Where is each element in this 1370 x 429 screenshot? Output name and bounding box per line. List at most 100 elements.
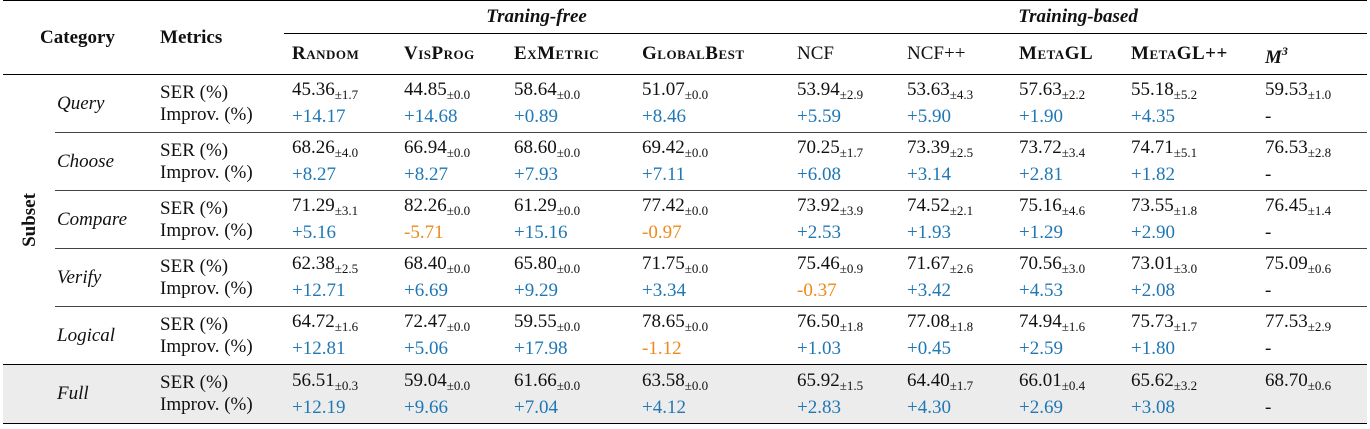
- ser-std: ±4.3: [949, 87, 974, 102]
- ser-value: 63.58±0.0: [642, 370, 789, 397]
- improvement-value: +4.35: [1131, 106, 1175, 127]
- ser-std: ±2.6: [949, 261, 974, 276]
- column-header-ncf: NCF: [789, 33, 900, 75]
- ser-std: ±1.8: [949, 319, 974, 334]
- ser-value: 59.04±0.0: [404, 370, 506, 397]
- group-label-training-based: Training-based: [1018, 6, 1138, 27]
- improvement-value: -1.12: [642, 338, 682, 359]
- row-0-cell-2: 58.64±0.0 +0.89: [506, 75, 634, 133]
- ser-value: 55.18±5.2: [1131, 79, 1257, 106]
- ser-mean: 59.55: [514, 311, 557, 332]
- ser-mean: 63.58: [642, 369, 685, 391]
- ser-value: 68.70±0.6: [1265, 370, 1367, 397]
- ser-std: ±0.0: [684, 145, 709, 160]
- ser-std: ±0.0: [684, 377, 709, 393]
- ser-std: ±1.7: [1173, 319, 1198, 334]
- ser-value: 71.29±3.1: [292, 195, 396, 222]
- ser-value: 68.26±4.0: [292, 137, 396, 164]
- improvement-value: -: [1265, 164, 1272, 185]
- column-header-m3: M3: [1257, 33, 1368, 75]
- ser-mean: 71.67: [907, 253, 950, 274]
- ser-value: 61.66±0.0: [514, 370, 634, 397]
- row-4-cell-5: 77.08±1.8 +0.45: [899, 306, 1012, 365]
- ser-mean: 75.46: [797, 253, 840, 274]
- ser-mean: 74.94: [1019, 311, 1062, 332]
- ser-std: ±3.1: [334, 203, 359, 218]
- ser-value: 58.64±0.0: [514, 79, 634, 106]
- row-1-cell-3: 69.42±0.0 +7.11: [634, 132, 790, 191]
- ser-value: 68.60±0.0: [514, 137, 634, 164]
- metrics-header: Metrics: [160, 26, 223, 48]
- ser-value: 62.38±2.5: [292, 253, 396, 280]
- ser-value: 65.92±1.5: [797, 370, 899, 397]
- ser-value: 71.67±2.6: [907, 253, 1011, 280]
- ser-std: ±0.0: [446, 87, 471, 102]
- full-cell-8: 68.70±0.6-: [1257, 364, 1368, 424]
- ser-mean: 82.26: [404, 195, 447, 216]
- ser-std: ±5.1: [1173, 145, 1198, 160]
- ser-value: 73.01±3.0: [1131, 253, 1257, 280]
- m3-label: M3: [1265, 43, 1288, 68]
- full-cell-4: 65.92±1.5 +2.83: [789, 364, 900, 424]
- ser-mean: 72.47: [404, 311, 447, 332]
- improvement-value: +0.89: [514, 106, 558, 127]
- improvement-value: +5.90: [907, 106, 951, 127]
- improvement-value: +7.93: [514, 164, 558, 185]
- row-1-cell-5: 73.39±2.5 +3.14: [899, 132, 1012, 191]
- metric-label-ser: SER (%): [160, 255, 229, 277]
- ser-std: ±0.0: [684, 87, 709, 102]
- improvement-value: +6.08: [797, 164, 841, 185]
- column-header-metagl-plus: MetaGL++: [1123, 33, 1258, 75]
- ser-std: ±5.2: [1173, 87, 1198, 102]
- ser-value: 64.72±1.6: [292, 311, 396, 338]
- ser-std: ±0.0: [556, 377, 581, 393]
- ser-std: ±0.0: [446, 203, 471, 218]
- ser-value: 73.72±3.4: [1019, 137, 1123, 164]
- improvement-value: +0.45: [907, 338, 951, 359]
- improvement-value: +9.29: [514, 280, 558, 301]
- ser-std: ±0.0: [556, 261, 581, 276]
- improvement-value: +3.42: [907, 280, 951, 301]
- task-name: Query: [57, 92, 105, 114]
- full-cell-0: 56.51±0.3 +12.19: [284, 364, 397, 424]
- table-row: Verify SER (%) Improv. (%) 62.38±2.5 +12.71 6…: [3, 248, 1368, 307]
- ser-value: 65.62±3.2: [1131, 370, 1257, 397]
- metric-labels: SER (%) Improv. (%): [152, 75, 284, 133]
- ser-mean: 71.75: [642, 253, 685, 274]
- improvement-value: +1.03: [797, 338, 841, 359]
- metric-labels: SER (%) Improv. (%): [152, 190, 285, 249]
- ser-mean: 59.53: [1265, 79, 1308, 100]
- ser-mean: 58.64: [514, 79, 557, 100]
- ser-value: 75.09±0.6: [1265, 253, 1367, 280]
- ser-std: ±2.8: [1307, 145, 1332, 160]
- group-header-training-based: Training-based: [789, 1, 1367, 34]
- row-2-cell-1: 82.26±0.0 -5.71: [396, 190, 507, 249]
- ser-value: 57.63±2.2: [1019, 79, 1123, 106]
- ser-std: ±2.5: [949, 145, 974, 160]
- ser-mean: 73.92: [797, 195, 840, 216]
- row-4-cell-2: 59.55±0.0 +17.98: [506, 306, 635, 365]
- ser-value: 44.85±0.0: [404, 79, 506, 106]
- ser-mean: 66.01: [1019, 369, 1062, 391]
- improvement-value: -: [1265, 106, 1272, 127]
- improvement-value: +4.53: [1019, 280, 1063, 301]
- row-4-cell-3: 78.65±0.0 -1.12: [634, 306, 790, 365]
- task-name: Choose: [55, 132, 153, 191]
- row-0-cell-1: 44.85±0.0 +14.68: [396, 75, 506, 133]
- row-4-cell-4: 76.50±1.8 +1.03: [789, 306, 900, 365]
- row-1-cell-6: 73.72±3.4 +2.81: [1011, 132, 1124, 191]
- ser-mean: 64.72: [292, 311, 335, 332]
- ser-mean: 68.70: [1265, 369, 1308, 391]
- ser-std: ±2.9: [839, 87, 864, 102]
- ser-value: 70.25±1.7: [797, 137, 899, 164]
- row-3-cell-8: 75.09±0.6-: [1257, 248, 1368, 307]
- ser-std: ±0.0: [446, 319, 471, 334]
- group-header-training-free: Traning-free: [284, 1, 789, 34]
- task-name: Compare: [55, 190, 153, 249]
- row-0-cell-0: 45.36±1.7 +14.17: [284, 75, 396, 133]
- improvement-value: +2.83: [797, 396, 841, 418]
- row-0-cell-6: 57.63±2.2 +1.90: [1011, 75, 1123, 133]
- improvement-value: -: [1265, 222, 1272, 243]
- ser-mean: 76.45: [1265, 195, 1308, 216]
- row-0-cell-5: 53.63±4.3 +5.90: [899, 75, 1011, 133]
